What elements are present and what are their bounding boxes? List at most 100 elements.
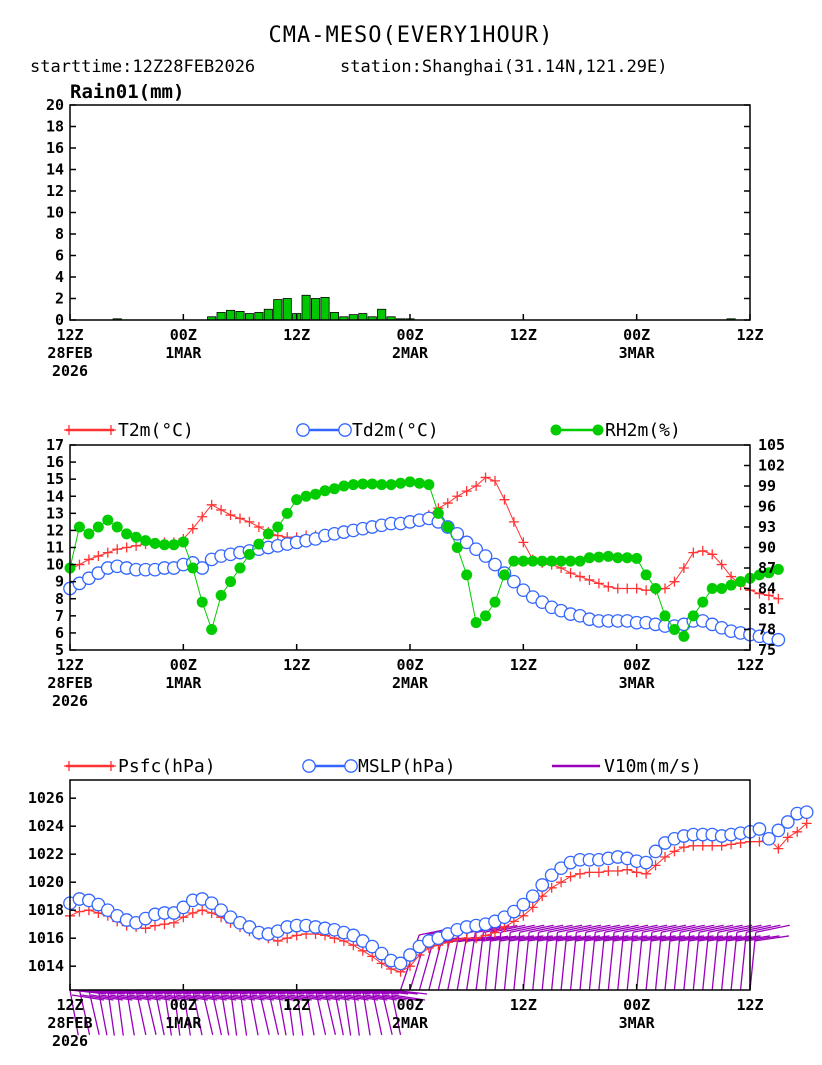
wind-barb [364, 994, 397, 1001]
x-tick-date: 2MAR [392, 1014, 429, 1032]
x-tick-label: 12Z [736, 656, 763, 674]
psfc-point [282, 933, 293, 944]
wind-barb [88, 989, 100, 1035]
td2m-point [507, 574, 521, 589]
x-tick-label: 00Z [623, 656, 650, 674]
rh2m-point [215, 589, 227, 601]
t2m-point [83, 554, 94, 565]
wind-barb [689, 924, 724, 933]
rh2m-point [678, 630, 690, 642]
thermo-left-tick-label: 8 [55, 590, 64, 608]
t2m-point [575, 571, 585, 582]
wind-barb [286, 989, 295, 1036]
wind-barb [213, 994, 246, 1001]
rh2m-point [357, 478, 369, 490]
t2m-legend-point [64, 425, 74, 435]
rh2m-point [423, 479, 435, 491]
wind-barb [654, 932, 662, 991]
psfc-legend-label: Psfc(hPa) [118, 756, 216, 777]
x-tick-label: 12Z [283, 656, 310, 674]
t2m-point [707, 549, 718, 560]
rh2m-point [602, 550, 614, 562]
rh2m-point [489, 596, 501, 608]
mslp-point [762, 831, 776, 846]
wind-barb [522, 932, 530, 991]
chart-subtitle-start: starttime:12Z28FEB2026 [30, 57, 255, 77]
rh2m-point [442, 521, 454, 533]
wind-barb [116, 989, 124, 1036]
wind-barb [71, 994, 105, 1001]
t2m-point [716, 559, 727, 570]
psfc-point [773, 843, 784, 854]
rain-bar [235, 310, 245, 321]
rh2m-point [243, 548, 255, 560]
rain-y-tick-label: 14 [46, 161, 64, 179]
x-tick-label: 00Z [396, 326, 423, 344]
td2m-legend-point [296, 423, 310, 437]
rain-y-tick-label: 12 [46, 182, 64, 200]
t2m-legend-point [106, 425, 116, 435]
t2m-point [678, 563, 689, 573]
wind-barb [355, 994, 388, 1001]
rain-bar [320, 297, 330, 321]
wind-barb [314, 989, 327, 1036]
wind-barb [746, 924, 781, 933]
t2m-line [69, 476, 779, 600]
wind-barb [755, 924, 790, 933]
wind-barb [185, 994, 218, 1001]
rh2m-point [130, 531, 142, 543]
x-tick-label: 12Z [510, 656, 537, 674]
wind-barb [623, 924, 658, 933]
wind-barb [163, 989, 173, 1036]
wind-barb [166, 994, 199, 1001]
t2m-point [187, 523, 198, 534]
x-tick-year: 2026 [52, 692, 88, 710]
rh2m-point [432, 507, 444, 519]
psfc-point [584, 867, 595, 878]
t2m-point [518, 537, 529, 548]
wind-barb [588, 932, 596, 991]
wind-barb [298, 994, 331, 1001]
psfc-point [187, 908, 198, 918]
rh2m-point [338, 480, 350, 492]
wind-barb [81, 994, 114, 1001]
td2m-point [771, 632, 786, 647]
wind-barb [267, 989, 280, 1036]
wind-barb [374, 994, 407, 1001]
wind-barb [513, 932, 521, 991]
wind-barb [727, 924, 762, 933]
rh2m-point [187, 562, 199, 574]
t2m-point [754, 588, 765, 599]
rh2m-point [508, 555, 520, 567]
wind-barb [680, 924, 715, 933]
psfc-legend-point [64, 761, 74, 771]
wind-barb [69, 989, 79, 1036]
rain-bar [311, 298, 321, 321]
wind-barb [645, 932, 653, 991]
wind-barb [239, 989, 248, 1036]
x-tick-date: 28FEB [47, 674, 92, 692]
rh2m-point [659, 610, 671, 622]
x-tick-label: 12Z [56, 996, 83, 1014]
wind-barb [362, 989, 371, 1036]
rh2m-point [697, 596, 709, 608]
rain-bar [282, 298, 292, 321]
mslp-point [525, 889, 540, 904]
wind-barb [683, 932, 691, 991]
rh2m-point [687, 610, 699, 622]
rh2m-point [272, 521, 284, 533]
wind-barb [128, 994, 161, 1001]
thermo-panel: T2m(°C) Td2m(°C) RH2m(%) 56789101112131415… [46, 420, 786, 710]
rh2m-point [763, 567, 775, 579]
t2m-point [235, 513, 245, 524]
psfc-point [631, 867, 642, 878]
rh2m-point [196, 596, 208, 608]
pressure-y-tick-label: 1026 [28, 789, 64, 807]
psfc-point [150, 920, 160, 931]
thermo-left-tick-label: 6 [55, 624, 64, 642]
wind-barb [607, 932, 615, 991]
rh2m-point [206, 624, 218, 635]
psfc-point [612, 866, 623, 876]
rh2m-point [470, 617, 482, 629]
psfc-point [641, 868, 652, 879]
